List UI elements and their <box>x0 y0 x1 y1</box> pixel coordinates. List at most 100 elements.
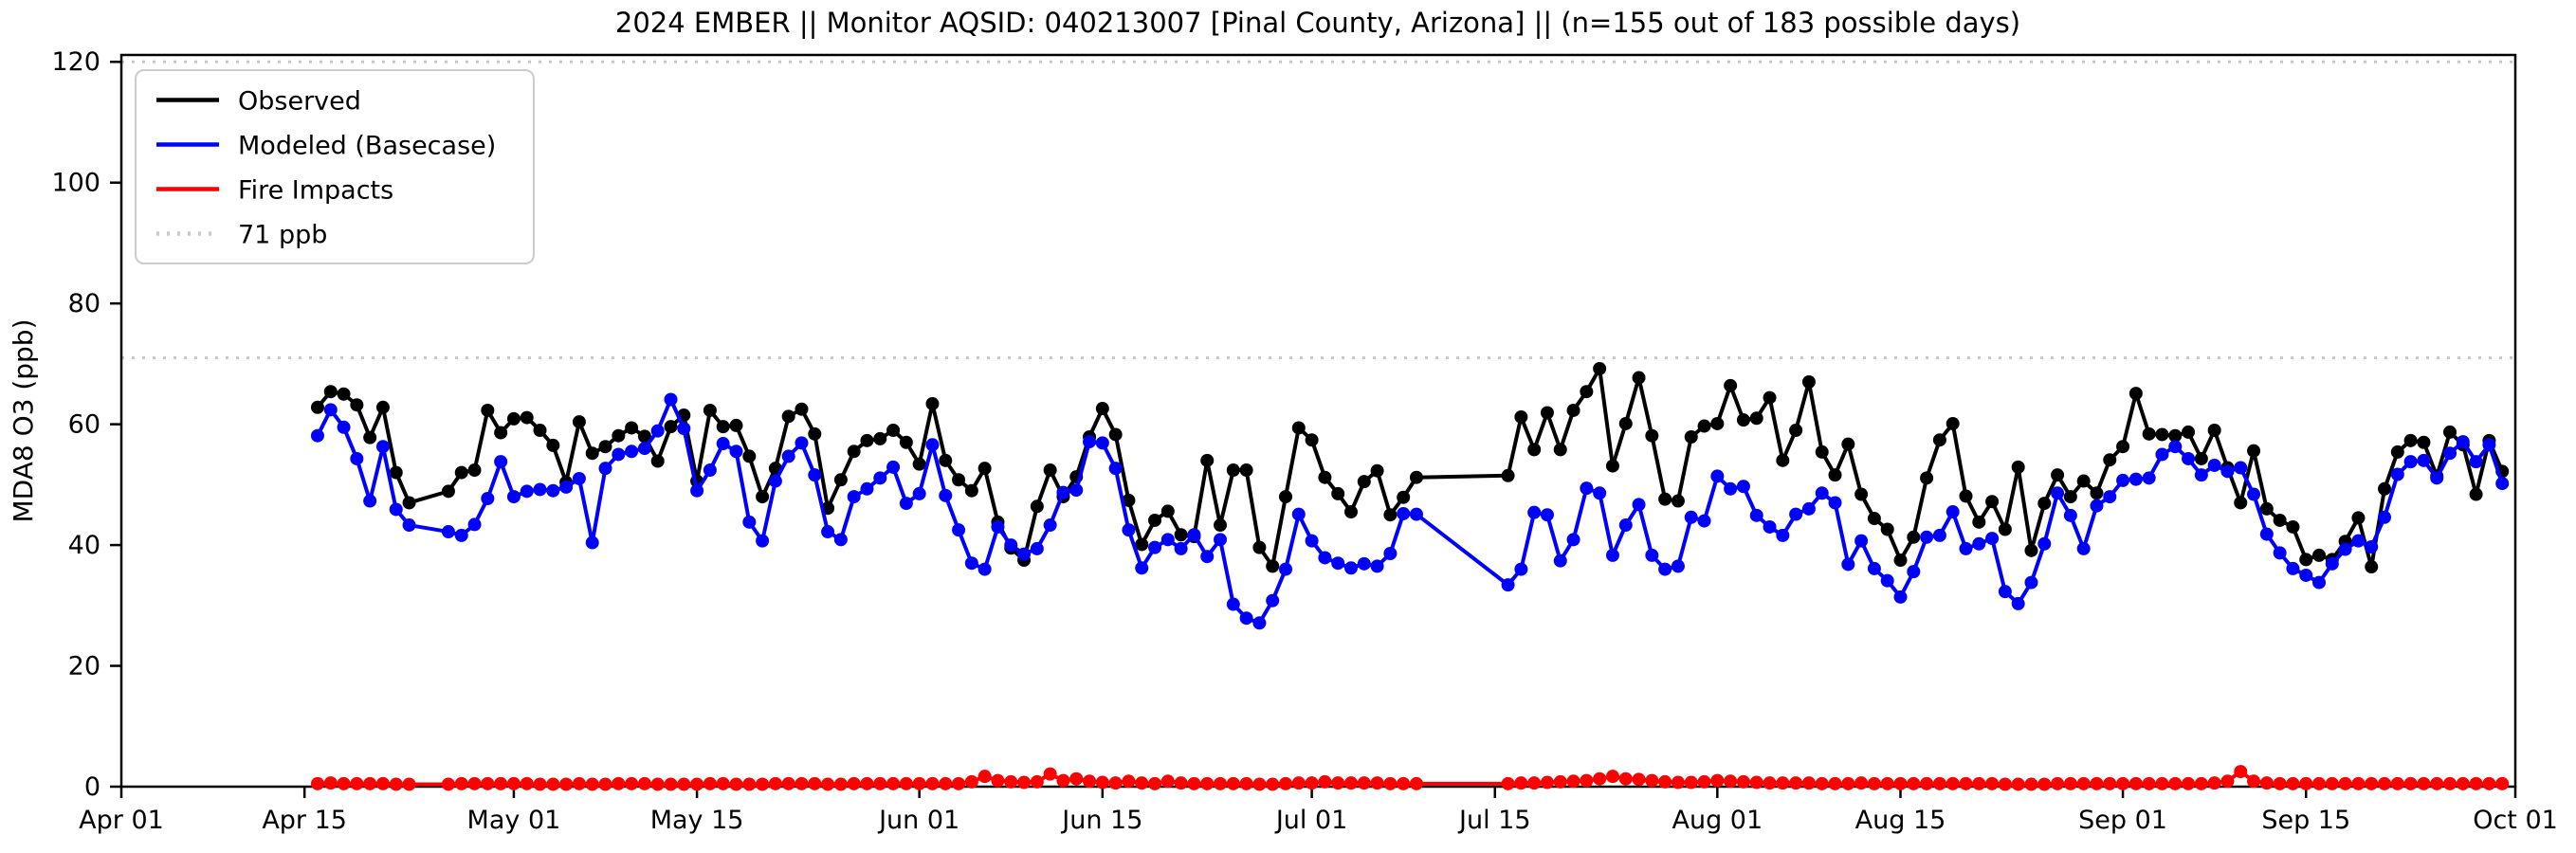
modeled-basecase-marker <box>1239 611 1253 626</box>
observed-marker <box>323 385 338 399</box>
fire-impacts-marker <box>572 776 586 790</box>
modeled-basecase-marker <box>1357 556 1371 571</box>
modeled-basecase-marker <box>1266 593 1280 608</box>
modeled-basecase-marker <box>1122 523 1136 537</box>
observed-marker <box>1998 522 2012 536</box>
modeled-basecase-marker <box>1514 562 1528 576</box>
observed-marker <box>860 433 874 447</box>
modeled-basecase-marker <box>756 534 770 548</box>
fire-impacts-marker <box>2142 776 2156 790</box>
x-tick-label: Sep 15 <box>2261 806 2350 835</box>
observed-marker <box>1907 530 1921 544</box>
modeled-basecase-marker <box>1854 534 1869 548</box>
modeled-basecase-marker <box>1697 514 1711 528</box>
fire-impacts-marker <box>1095 775 1109 789</box>
fire-impacts-marker <box>1632 772 1646 787</box>
modeled-basecase-marker <box>454 528 468 542</box>
observed-marker <box>964 483 978 498</box>
fire-impacts-marker <box>1736 774 1750 789</box>
fire-impacts-marker <box>389 777 403 791</box>
x-tick-label: Jul 01 <box>1274 806 1348 835</box>
fire-impacts-marker <box>1135 776 1149 790</box>
modeled-basecase-marker <box>2273 546 2287 560</box>
observed-marker <box>2051 468 2065 482</box>
modeled-basecase-marker <box>2168 440 2183 454</box>
y-tick-label: 80 <box>68 289 100 318</box>
x-tick-label: May 01 <box>467 806 561 835</box>
fire-impacts-marker <box>2417 776 2431 790</box>
observed-marker <box>1684 430 1698 445</box>
observed-marker <box>1397 490 1411 504</box>
fire-impacts-marker <box>1383 776 1398 790</box>
fire-impacts-marker <box>912 776 926 790</box>
modeled-basecase-marker <box>1397 506 1411 520</box>
modeled-basecase-marker <box>441 525 455 539</box>
observed-marker <box>1815 445 1829 459</box>
modeled-basecase-marker <box>1069 483 1084 498</box>
modeled-basecase-marker <box>1030 541 1044 555</box>
modeled-basecase-marker <box>1160 533 1175 547</box>
fire-impacts-marker <box>756 777 770 791</box>
fire-impacts-marker <box>1291 776 1306 790</box>
observed-marker <box>454 465 468 480</box>
modeled-basecase-marker <box>2351 534 2366 548</box>
fire-impacts-marker <box>2116 776 2130 790</box>
modeled-basecase-marker <box>1108 462 1123 476</box>
fire-impacts-marker <box>2103 776 2117 790</box>
fire-impacts-marker <box>2063 776 2077 790</box>
modeled-basecase-marker <box>1252 616 1267 630</box>
modeled-basecase-marker <box>1043 518 1057 533</box>
fire-impacts-marker <box>1226 776 1240 790</box>
series-observed <box>310 361 2510 574</box>
observed-marker <box>1318 470 1332 484</box>
observed-marker <box>795 402 809 416</box>
modeled-basecase-marker <box>1880 573 1894 588</box>
fire-impacts-marker <box>1043 767 1057 781</box>
observed-marker <box>808 426 822 441</box>
modeled-basecase-line <box>316 397 2505 626</box>
modeled-basecase-marker <box>899 497 913 511</box>
observed-marker <box>1645 428 1659 443</box>
modeled-basecase-marker <box>1004 538 1018 553</box>
fire-impacts-marker <box>2338 776 2352 790</box>
fire-impacts-marker <box>2051 776 2065 790</box>
fire-impacts-marker <box>2273 776 2287 790</box>
observed-marker <box>2403 433 2418 447</box>
modeled-basecase-marker <box>2194 468 2208 482</box>
observed-line <box>316 366 2505 570</box>
observed-marker <box>375 400 390 414</box>
threshold-line-71ppb <box>121 60 2515 360</box>
fire-impacts-marker <box>1724 774 1738 789</box>
modeled-basecase-marker <box>677 422 691 436</box>
observed-marker <box>1671 494 1685 508</box>
fire-impacts-marker <box>1343 776 1358 790</box>
x-tick-label: Apr 01 <box>79 806 164 835</box>
fire-impacts-marker <box>1789 776 1803 790</box>
observed-marker <box>1776 453 1790 467</box>
modeled-basecase-marker <box>506 490 521 504</box>
fire-impacts-marker <box>1893 776 1908 790</box>
modeled-basecase-marker <box>1148 540 1162 554</box>
x-axis-ticks: Apr 01 Apr 15 May 01 May 15 Jun 01 Jun 15 Jul … <box>79 787 2558 835</box>
modeled-basecase-marker <box>1920 530 1934 544</box>
observed-marker <box>1893 554 1908 568</box>
modeled-basecase-marker <box>2390 467 2404 481</box>
x-tick-label: Sep 01 <box>2078 806 2167 835</box>
x-tick-label: Aug 01 <box>1672 806 1763 835</box>
modeled-basecase-marker <box>1305 534 1319 548</box>
fire-impacts-marker <box>1618 771 1633 786</box>
observed-marker <box>1266 559 1280 573</box>
modeled-basecase-marker <box>337 420 351 434</box>
observed-marker <box>2194 451 2208 465</box>
observed-marker <box>1972 515 1986 529</box>
y-tick-label: 100 <box>51 169 100 198</box>
modeled-basecase-marker <box>991 519 1005 534</box>
observed-marker <box>703 403 717 417</box>
observed-marker <box>2299 553 2313 567</box>
fire-impacts-marker <box>598 777 612 791</box>
fire-impacts-marker <box>1174 776 1188 790</box>
y-tick-label: 0 <box>84 772 100 802</box>
modeled-basecase-marker <box>2024 575 2038 590</box>
observed-marker <box>1095 402 1109 416</box>
modeled-basecase-marker <box>2128 472 2143 486</box>
